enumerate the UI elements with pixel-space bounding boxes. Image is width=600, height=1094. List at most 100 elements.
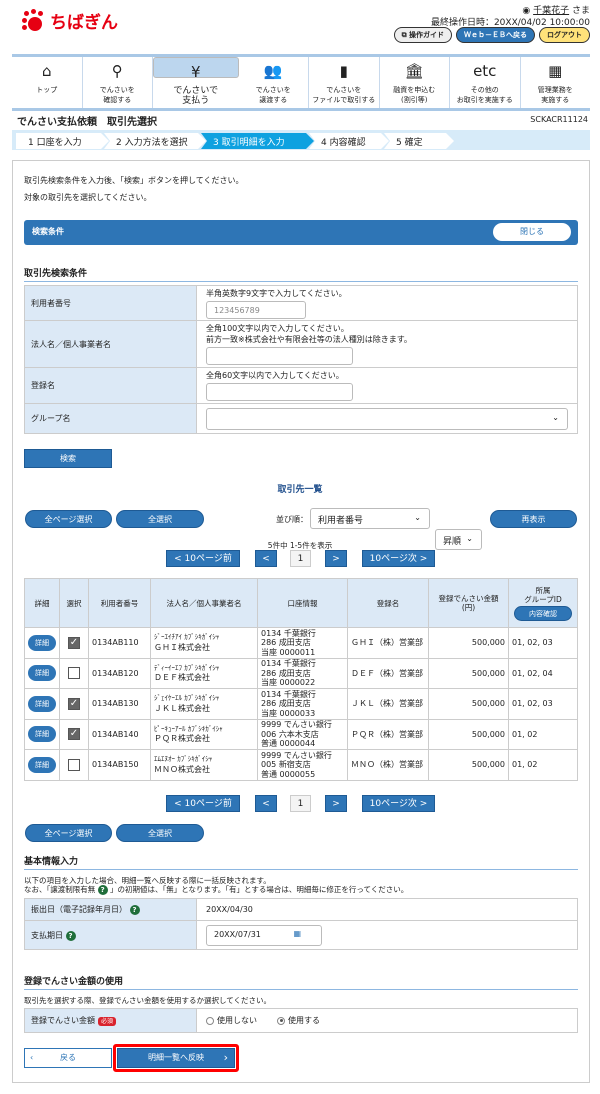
- group-ids: 01, 02: [508, 718, 578, 750]
- user-no-label: 利用者番号: [24, 285, 197, 321]
- nav-item-3[interactable]: ¥ でんさいで 支払う: [153, 57, 239, 106]
- select-all-button[interactable]: 全選択: [116, 510, 204, 528]
- nav-label: でんさいで 支払う: [173, 86, 219, 106]
- sort-order-value: 昇順: [443, 537, 462, 547]
- account: 当座 0000022: [261, 678, 316, 687]
- step-4: 4 内容確認: [309, 133, 389, 149]
- result-count: 5件中 1-5件を表示: [267, 541, 333, 550]
- radio-not-use[interactable]: 使用しない: [206, 1016, 257, 1025]
- nav-item-5[interactable]: ▮ でんさいを ファイルで取引する: [309, 57, 380, 108]
- global-nav: ⌂ トップ ⚲ でんさいを 確認する ¥ でんさいで 支払う 👥 でんさいを 譲渡する ▮ でんさ…: [12, 54, 590, 111]
- next-10-pages-button[interactable]: 10ページ次 >: [362, 550, 435, 567]
- select-checkbox[interactable]: [68, 758, 80, 771]
- select-all-pages-button-bottom[interactable]: 全ページ選択: [25, 824, 112, 842]
- col-company: 法人名／個人事業者名: [150, 578, 258, 628]
- company-name-label: 法人名／個人事業者名: [24, 320, 197, 368]
- nav-item-7[interactable]: etc その他の お取引を実施する: [450, 57, 521, 108]
- user-name-link[interactable]: 千葉花子: [533, 6, 570, 16]
- screen-code: SCKACR11124: [530, 115, 588, 124]
- nav-item-1[interactable]: ⌂ トップ: [12, 57, 83, 108]
- issue-date-value: 20XX/04/30: [196, 898, 578, 921]
- nav-label: 管理業務を 実施する: [537, 86, 573, 104]
- select-checkbox[interactable]: ✓: [68, 697, 80, 710]
- company-kana: ｼﾞｪｲｹｰｴﾙ ｶﾌﾞｼｷｶﾞｲｼｬ: [154, 694, 220, 703]
- counterparty-table: 詳細 選択 利用者番号 法人名／個人事業者名 口座情報 登録名 登録でんさい金額…: [24, 578, 578, 781]
- next-page-button[interactable]: >: [325, 795, 347, 812]
- company-kana: ｴﾑｴﾇｵｰ ｶﾌﾞｼｷｶﾞｲｼｬ: [154, 755, 213, 764]
- company-name: ＰＱＲ株式会社: [154, 734, 210, 744]
- registered-name-input[interactable]: [206, 383, 353, 401]
- nav-item-8[interactable]: ▦ 管理業務を 実施する: [521, 57, 591, 108]
- redisplay-button[interactable]: 再表示: [490, 510, 577, 528]
- detail-button[interactable]: 詳細: [28, 726, 56, 743]
- select-all-button-bottom[interactable]: 全選択: [116, 824, 204, 842]
- radio-use[interactable]: 使用する: [277, 1016, 320, 1025]
- detail-button[interactable]: 詳細: [28, 665, 56, 682]
- web-eb-button[interactable]: Ｗｅｂ－ＥＢへ戻る: [456, 27, 535, 43]
- prev-10-pages-button[interactable]: < 10ページ前: [166, 550, 240, 567]
- back-button[interactable]: ‹ 戻る: [24, 1048, 112, 1068]
- detail-button[interactable]: 詳細: [28, 756, 56, 773]
- amount-use-heading: 登録でんさい金額の使用: [24, 974, 578, 990]
- prev-page-button[interactable]: <: [255, 550, 277, 567]
- registered-name-hint: 全角60文字以内で入力してください。: [206, 371, 344, 380]
- search-icon: ⚲: [111, 62, 123, 80]
- last-op-label: 最終操作日時：: [430, 18, 494, 28]
- user-no-input[interactable]: 123456789: [206, 300, 306, 319]
- detail-button[interactable]: 詳細: [28, 695, 56, 712]
- operation-guide-button[interactable]: ⧉ 操作ガイド: [393, 27, 452, 43]
- main-panel: [12, 160, 590, 1083]
- step-3: 3 取引明細を入力: [201, 133, 314, 149]
- apply-to-details-button[interactable]: 明細一覧へ反映 ›: [117, 1048, 235, 1068]
- search-button[interactable]: 検索: [24, 449, 112, 468]
- due-date-input[interactable]: 20XX/07/31 ▦: [206, 924, 322, 946]
- bank: 9999 でんさい銀行: [261, 750, 332, 760]
- prev-page-button[interactable]: <: [255, 795, 277, 812]
- next-10-pages-button[interactable]: 10ページ次 >: [362, 795, 435, 812]
- admin-icon: ▦: [548, 62, 563, 80]
- group-ids: 01, 02, 04: [508, 657, 578, 689]
- sort-order-select[interactable]: 昇順 ⌄: [435, 529, 482, 550]
- search-conditions-bar: 検索条件 閉じる: [24, 220, 578, 245]
- help-icon[interactable]: ?: [129, 905, 140, 915]
- prev-10-pages-button[interactable]: < 10ページ前: [166, 795, 240, 812]
- group-confirm-button[interactable]: 内容確認: [514, 605, 572, 621]
- help-icon[interactable]: ?: [65, 930, 76, 941]
- next-page-button[interactable]: >: [325, 550, 347, 567]
- col-group-id: 所属 グループID: [524, 585, 562, 604]
- col-registered-name: 登録名: [347, 578, 429, 628]
- col-detail: 詳細: [24, 578, 60, 628]
- select-checkbox[interactable]: [68, 667, 80, 680]
- required-badge: 必須: [98, 1017, 117, 1026]
- company-name-input[interactable]: [206, 347, 353, 365]
- basic-note-2b: 」の初期値は、「無」となります。「有」とする場合は、明細毎に修正を行ってください…: [110, 885, 409, 894]
- users-icon: 👥: [263, 62, 283, 80]
- col-account: 口座情報: [257, 578, 348, 628]
- search-form: 利用者番号 半角英数字9文字で入力してください。 123456789 法人名／個人事…: [24, 285, 578, 434]
- chevron-left-icon: ‹: [30, 1053, 34, 1062]
- highlight-box: [113, 1044, 239, 1072]
- account: 当座 0000011: [261, 647, 316, 657]
- select-checkbox[interactable]: ✓: [68, 728, 80, 741]
- close-button[interactable]: 閉じる: [493, 223, 571, 241]
- help-icon[interactable]: ?: [97, 885, 108, 895]
- logout-button[interactable]: ログアウト: [539, 27, 590, 43]
- sort-field-value: 利用者番号: [318, 516, 364, 526]
- nav-item-2[interactable]: ⚲ でんさいを 確認する: [83, 57, 153, 108]
- nav-item-6[interactable]: 🏛 融資を申込む (割引等): [380, 57, 450, 108]
- detail-button[interactable]: 詳細: [28, 634, 56, 651]
- sort-field-select[interactable]: 利用者番号 ⌄: [310, 508, 430, 529]
- group-name-select[interactable]: ⌄: [206, 407, 568, 430]
- select-checkbox[interactable]: ✓: [68, 636, 80, 649]
- branch: 005 新宿支店: [261, 760, 311, 769]
- chevron-right-icon: ›: [223, 1051, 228, 1064]
- table-row: 詳細 ✓ 0134AB140 ﾋﾟｰｷｭｰｱｰﾙ ｶﾌﾞｼｷｶﾞｲｼｬ ＰＱＲ株式…: [24, 718, 578, 750]
- amount-use-form: 登録でんさい金額 必須 使用しない 使用する: [24, 1008, 578, 1033]
- company-name-hint2: 前方一致※株式会社や有限会社等の法人種別は除きます。: [206, 335, 412, 344]
- nav-label: でんさいを 確認する: [99, 86, 135, 104]
- nav-item-4[interactable]: 👥 でんさいを 譲渡する: [239, 57, 309, 108]
- logo-text: ちばぎん: [50, 13, 118, 33]
- calendar-icon[interactable]: ▦: [293, 928, 301, 938]
- select-all-pages-button[interactable]: 全ページ選択: [25, 510, 112, 528]
- user-no: 0134AB110: [88, 627, 151, 659]
